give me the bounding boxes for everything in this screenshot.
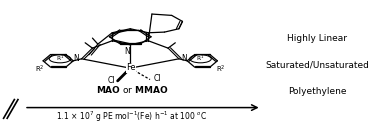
Text: $\mathbf{MAO}$ or $\mathbf{MMAO}$: $\mathbf{MAO}$ or $\mathbf{MMAO}$ bbox=[96, 84, 168, 95]
Text: R$^2$: R$^2$ bbox=[35, 64, 44, 75]
Text: Highly Linear: Highly Linear bbox=[287, 34, 347, 43]
Text: N: N bbox=[181, 54, 187, 63]
Text: R$^1$: R$^1$ bbox=[56, 54, 64, 63]
Text: Saturated/Unsaturated: Saturated/Unsaturated bbox=[265, 60, 369, 69]
Text: 1.1 $\times$ 10$^{7}$ g PE mol$^{-1}$(Fe) h$^{-1}$ at 100 $^{o}$C: 1.1 $\times$ 10$^{7}$ g PE mol$^{-1}$(Fe… bbox=[56, 109, 208, 124]
Text: Cl: Cl bbox=[107, 76, 115, 85]
Text: Cl: Cl bbox=[153, 74, 161, 83]
Text: R$^1$: R$^1$ bbox=[196, 54, 204, 63]
Text: Fe: Fe bbox=[126, 63, 136, 72]
Text: R$^2$: R$^2$ bbox=[216, 64, 226, 75]
Text: N: N bbox=[124, 47, 130, 56]
Text: Polyethylene: Polyethylene bbox=[288, 87, 347, 96]
Text: N: N bbox=[74, 54, 79, 63]
